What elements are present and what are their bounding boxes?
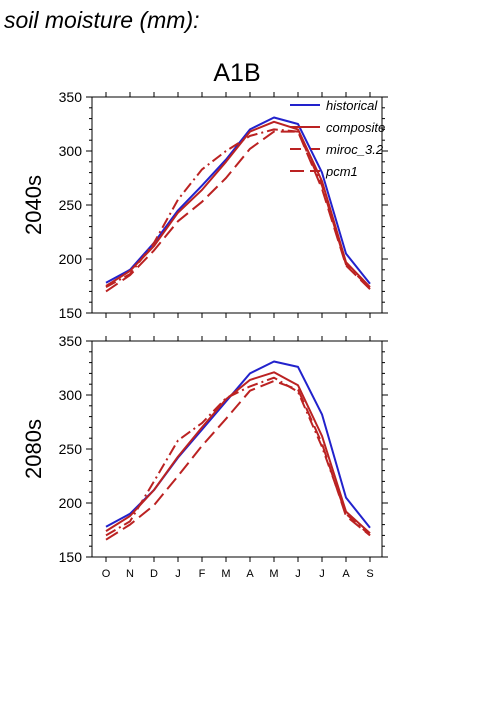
- y-tick-label: 150: [59, 305, 83, 321]
- legend-label: historical: [326, 98, 378, 113]
- y-tick-label: 150: [59, 549, 83, 565]
- series-line-miroc-3-2: [105, 376, 371, 537]
- x-tick-label: F: [199, 568, 206, 580]
- page-heading: soil moisture (mm):: [4, 7, 200, 33]
- x-tick-label: A: [246, 568, 254, 580]
- chart-title: A1B: [213, 59, 260, 87]
- series-line-pcm1: [105, 130, 371, 293]
- y-tick-label: 200: [59, 495, 83, 511]
- x-tick-label: J: [319, 568, 325, 580]
- x-tick-label: M: [269, 568, 278, 580]
- panel-2040s: 150 200 250 300 350 2040s historical composite m…: [21, 89, 388, 321]
- x-tick-label: N: [126, 568, 134, 580]
- series-line-composite: [105, 371, 371, 534]
- legend-label: pcm1: [325, 164, 358, 179]
- y-tick-label: 250: [59, 441, 83, 457]
- x-tick-label: S: [366, 568, 373, 580]
- y-tick-label: 350: [59, 89, 83, 105]
- panel-2080s: 150 200 250 300 350 O N D J F M A M J J A S 2080s: [21, 333, 388, 580]
- y-tick-label: 200: [59, 251, 83, 267]
- panel-label: 2040s: [21, 175, 46, 235]
- series-line-historical: [105, 360, 371, 529]
- y-tick-label: 350: [59, 333, 83, 349]
- series-line-miroc-3-2: [105, 128, 371, 289]
- y-tick-label: 300: [59, 387, 83, 403]
- x-tick-label: O: [102, 568, 111, 580]
- x-tick-label: J: [295, 568, 301, 580]
- panel-frame: [91, 340, 383, 558]
- legend: historical composite miroc_3.2 pcm1: [290, 98, 385, 179]
- panels: 150 200 250 300 350 2040s historical composite m…: [21, 89, 388, 580]
- series-line-composite: [105, 120, 371, 288]
- x-tick-label: A: [342, 568, 350, 580]
- x-tick-label: M: [221, 568, 230, 580]
- y-tick-label: 300: [59, 143, 83, 159]
- y-tick-label: 250: [59, 197, 83, 213]
- x-tick-label: D: [150, 568, 158, 580]
- panel-label: 2080s: [21, 419, 46, 479]
- legend-label: miroc_3.2: [326, 142, 384, 157]
- legend-label: composite: [326, 120, 385, 135]
- x-tick-label: J: [175, 568, 181, 580]
- series-line-pcm1: [105, 380, 371, 541]
